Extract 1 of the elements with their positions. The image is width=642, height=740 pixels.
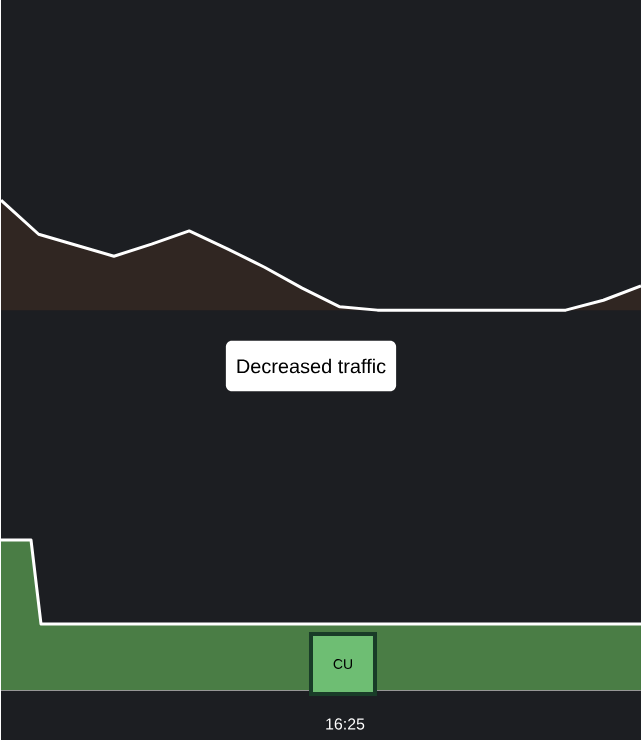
text: Decreased traffic (237, 358, 386, 374)
